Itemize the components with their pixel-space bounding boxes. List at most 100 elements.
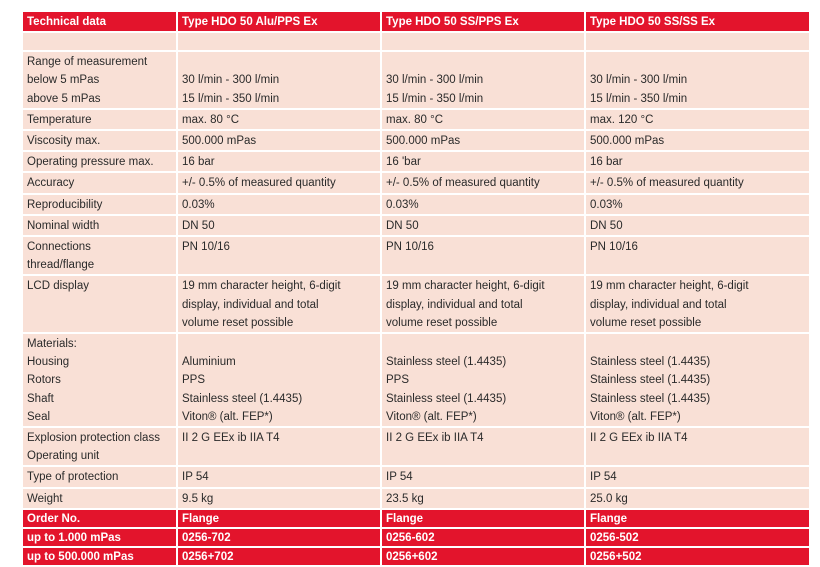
cell-line: DN 50 [182, 219, 215, 232]
cell-line: +/- 0.5% of measured quantity [590, 177, 744, 190]
cell-line: Stainless steel (1.4435) [590, 356, 711, 369]
table-row: Explosion protection class Operating unit… [21, 426, 811, 468]
row-value: 25.0 kg [584, 486, 811, 510]
cell-line: II 2 G EEx ib IIA T4 [182, 432, 280, 445]
cell-line: 30 l/min - 300 l/min [386, 74, 484, 87]
cell-line: Rotors [27, 374, 61, 387]
row-value: 0.03% [584, 192, 811, 216]
row-label: Type of protection [21, 465, 178, 489]
cell-line: PPS [386, 374, 410, 387]
cell-line: 30 l/min - 300 l/min [182, 74, 280, 87]
cell-line: above 5 mPas [27, 92, 101, 105]
row-value: +/- 0.5% of measured quantity [176, 171, 382, 195]
header-ss-ss: Type HDO 50 SS/SS Ex [584, 9, 811, 34]
order-value: Flange [584, 507, 811, 529]
row-value: 9.5 kg [176, 486, 382, 510]
cell-line: Viton® (alt. FEP*) [182, 410, 273, 423]
cell-line: Temperature [27, 113, 92, 126]
row-value: DN 50 [584, 213, 811, 238]
cell-line: Stainless steel (1.4435) [386, 392, 507, 405]
cell-line: 15 l/min - 350 l/min [182, 92, 280, 105]
row-value: II 2 G EEx ib IIA T4 [380, 426, 586, 468]
cell-line: IP 54 [182, 471, 209, 484]
row-label: Reproducibility [21, 192, 178, 216]
row-value: 0.03% [176, 192, 382, 216]
row-value: PN 10/16 [380, 235, 586, 277]
cell-line: Materials: [27, 338, 77, 351]
cell-line: Stainless steel (1.4435) [590, 392, 711, 405]
cell-line: 16 bar [182, 156, 215, 169]
row-value: ​ 30 l/min - 300 l/min 15 l/min - 350 l/mi… [176, 50, 382, 110]
row-value: 500.000 mPas [380, 129, 586, 153]
cell-line: ​ [182, 53, 377, 71]
row-label: Materials: Housing Rotors Shaft Seal [21, 332, 178, 429]
cell-line: ​ [386, 53, 581, 71]
row-value: II 2 G EEx ib IIA T4 [584, 426, 811, 468]
cell-line: 0.03% [590, 198, 623, 211]
table-row: Weight 9.5 kg 23.5 kg 25.0 kg [21, 486, 811, 510]
cell-line: II 2 G EEx ib IIA T4 [386, 432, 484, 445]
row-value: DN 50 [380, 213, 586, 238]
order-label: Order No. [21, 507, 178, 529]
row-value: ​ 30 l/min - 300 l/min 15 l/min - 350 l/mi… [380, 50, 586, 110]
table-row: Viscosity max. 500.000 mPas 500.000 mPas 50… [21, 129, 811, 153]
order-value: 0256-502 [584, 526, 811, 548]
cell-line: II 2 G EEx ib IIA T4 [590, 432, 688, 445]
cell-line: 500.000 mPas [590, 135, 665, 148]
cell-line: PN 10/16 [386, 241, 434, 254]
table-row: Nominal width DN 50 DN 50 DN 50 [21, 213, 811, 238]
order-value: Flange [380, 507, 586, 529]
table-row: Materials: Housing Rotors Shaft Seal ​ Alumini… [21, 332, 811, 429]
cell-line: volume reset possible [182, 316, 294, 329]
table-row: Reproducibility 0.03% 0.03% 0.03% [21, 192, 811, 216]
cell-line: thread/flange [27, 259, 95, 272]
table-row: Range of measurement below 5 mPas above 5 … [21, 50, 811, 110]
cell-line: Viton® (alt. FEP*) [386, 410, 477, 423]
cell-line: Shaft [27, 392, 54, 405]
row-value: 23.5 kg [380, 486, 586, 510]
row-label: Viscosity max. [21, 129, 178, 153]
cell-line: 19 mm character height, 6-digit [386, 280, 545, 293]
cell-line: 500.000 mPas [386, 135, 461, 148]
cell-line: 15 l/min - 350 l/min [386, 92, 484, 105]
table-row: Operating pressure max. 16 bar 16 'bar 16 b… [21, 150, 811, 174]
cell-line: DN 50 [590, 219, 623, 232]
row-value: ​ Aluminium PPS Stainless steel (1.4435) Vit… [176, 332, 382, 429]
row-value: 0.03% [380, 192, 586, 216]
row-value: ​ 30 l/min - 300 l/min 15 l/min - 350 l/mi… [584, 50, 811, 110]
table-row: LCD display 19 mm character height, 6-dig… [21, 274, 811, 335]
row-label: Explosion protection class Operating unit [21, 426, 178, 468]
cell-line: ​ [590, 335, 806, 353]
cell-line: 9.5 kg [182, 492, 214, 505]
header-ss-pps: Type HDO 50 SS/PPS Ex [380, 9, 586, 34]
row-value: 16 bar [584, 150, 811, 174]
spacer-row [21, 31, 811, 53]
cell-line: Operating pressure max. [27, 156, 154, 169]
cell-line: ​ [386, 335, 581, 353]
order-value: 0256-702 [176, 526, 382, 548]
table-row: Accuracy +/- 0.5% of measured quantity +/-… [21, 171, 811, 195]
cell-line: Stainless steel (1.4435) [590, 374, 711, 387]
row-value: +/- 0.5% of measured quantity [380, 171, 586, 195]
row-value: +/- 0.5% of measured quantity [584, 171, 811, 195]
cell-line: Stainless steel (1.4435) [386, 356, 507, 369]
cell-line: display, individual and total [182, 298, 319, 311]
cell-line: max. 80 °C [386, 113, 444, 126]
cell-line: ​ [182, 335, 377, 353]
order-row: up to 1.000 mPas 0256-702 0256-602 0256-502 [21, 526, 811, 548]
cell-line: 16 'bar [386, 156, 421, 169]
cell-line: 0.03% [386, 198, 419, 211]
row-value: PN 10/16 [584, 235, 811, 277]
cell-line: Accuracy [27, 177, 75, 190]
cell-line: Stainless steel (1.4435) [182, 392, 303, 405]
row-value: 19 mm character height, 6-digit display, … [584, 274, 811, 335]
order-row: Order No. Flange Flange Flange [21, 507, 811, 529]
row-value: max. 80 °C [380, 107, 586, 132]
cell-line: IP 54 [590, 471, 617, 484]
cell-line: Type of protection [27, 471, 119, 484]
row-value: max. 120 °C [584, 107, 811, 132]
cell-line: Seal [27, 410, 51, 423]
cell-line: IP 54 [386, 471, 413, 484]
row-label: LCD display [21, 274, 178, 335]
cell-line: DN 50 [386, 219, 419, 232]
